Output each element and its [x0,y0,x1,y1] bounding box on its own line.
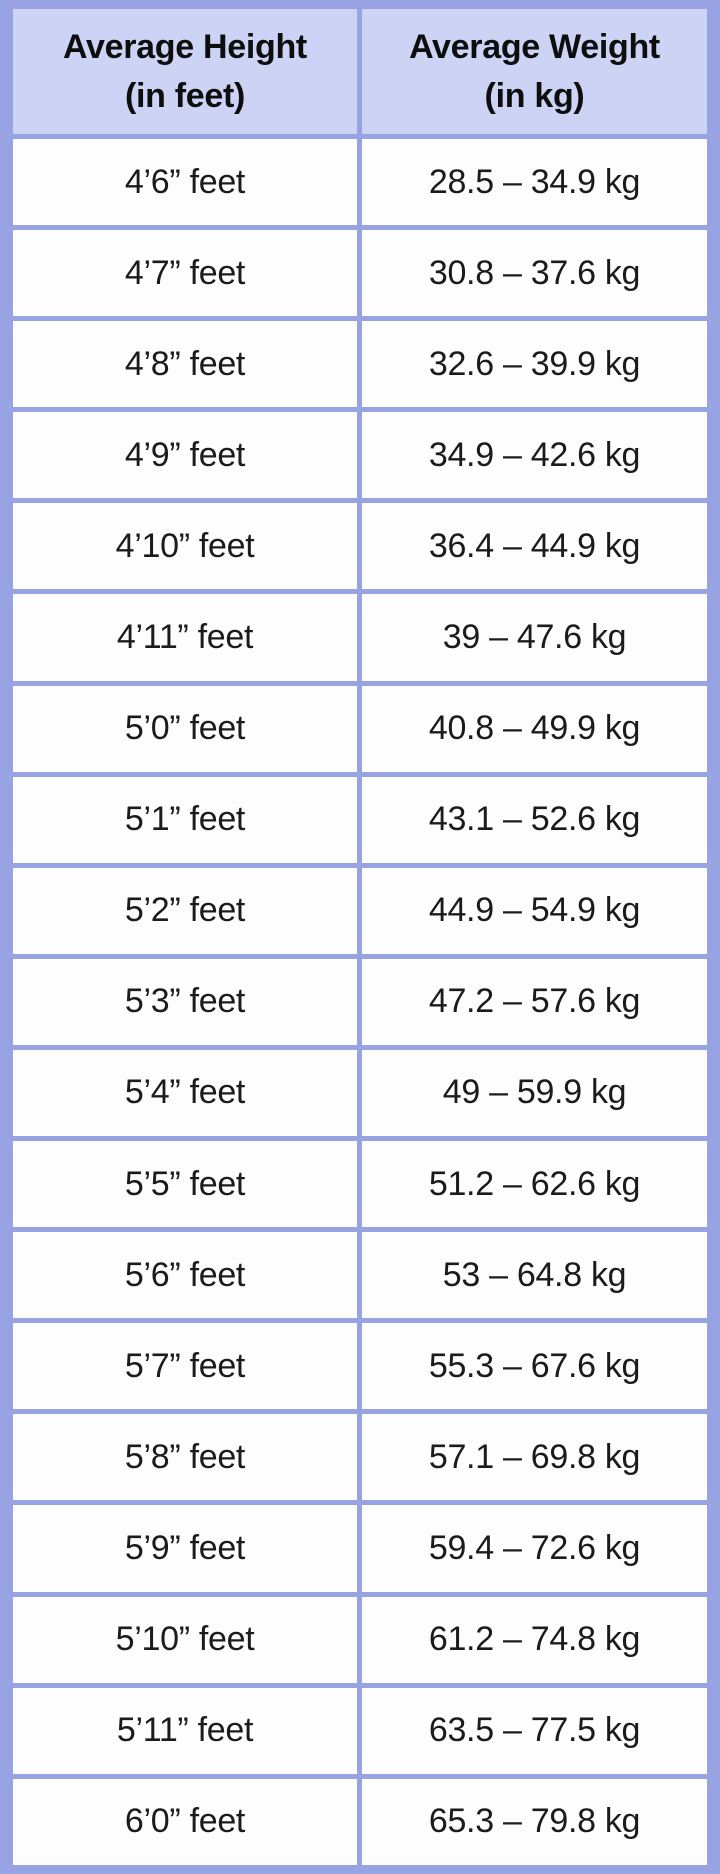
table-row: 5’6” feet 53 – 64.8 kg [8,1227,712,1324]
weight-cell: 32.6 – 39.9 kg [357,316,712,413]
header-cell-weight: Average Weight (in kg) [357,4,712,139]
height-cell: 5’2” feet [8,862,362,959]
table-row: 4’11” feet 39 – 47.6 kg [8,589,712,686]
weight-cell: 40.8 – 49.9 kg [357,680,712,777]
table-row: 5’1” feet 43.1 – 52.6 kg [8,771,712,868]
height-cell: 4’9” feet [8,407,362,504]
height-cell: 4’11” feet [8,589,362,686]
table-header: Average Height (in feet) Average Weight … [8,4,712,139]
weight-cell: 61.2 – 74.8 kg [357,1591,712,1688]
weight-cell: 53 – 64.8 kg [357,1227,712,1324]
table-row: 4’8” feet 32.6 – 39.9 kg [8,316,712,413]
weight-cell: 36.4 – 44.9 kg [357,498,712,595]
header-height-line1: Average Height [63,28,307,67]
weight-cell: 43.1 – 52.6 kg [357,771,712,868]
table-body: 4’6” feet 28.5 – 34.9 kg 4’7” feet 30.8 … [8,133,712,1871]
height-cell: 6’0” feet [8,1773,362,1871]
height-cell: 5’3” feet [8,953,362,1050]
weight-cell: 28.5 – 34.9 kg [357,133,712,231]
weight-cell: 44.9 – 54.9 kg [357,862,712,959]
table-row: 5’3” feet 47.2 – 57.6 kg [8,953,712,1050]
height-cell: 5’11” feet [8,1682,362,1779]
height-cell: 4’7” feet [8,225,362,322]
height-cell: 5’4” feet [8,1044,362,1142]
table-row: 5’10” feet 61.2 – 74.8 kg [8,1591,712,1688]
header-height-line2: (in feet) [124,76,246,115]
weight-cell: 47.2 – 57.6 kg [357,953,712,1050]
table-row: 5’8” feet 57.1 – 69.8 kg [8,1409,712,1506]
height-cell: 4’10” feet [8,498,362,595]
weight-cell: 34.9 – 42.6 kg [357,407,712,504]
header-row: Average Height (in feet) Average Weight … [8,4,712,139]
weight-cell: 49 – 59.9 kg [357,1044,712,1142]
table-row: 5’0” feet 40.8 – 49.9 kg [8,680,712,777]
height-cell: 5’1” feet [8,771,362,868]
height-cell: 5’10” feet [8,1591,362,1688]
weight-cell: 63.5 – 77.5 kg [357,1682,712,1779]
header-weight-line1: Average Weight [409,28,660,67]
table-row: 4’6” feet 28.5 – 34.9 kg [8,133,712,231]
header-weight-line2: (in kg) [484,76,585,115]
header-cell-height: Average Height (in feet) [8,4,362,139]
height-cell: 5’9” feet [8,1500,362,1597]
table-row: 4’7” feet 30.8 – 37.6 kg [8,225,712,322]
height-cell: 5’7” feet [8,1318,362,1415]
height-cell: 5’6” feet [8,1227,362,1324]
weight-cell: 59.4 – 72.6 kg [357,1500,712,1597]
weight-cell: 39 – 47.6 kg [357,589,712,686]
table-row: 4’10” feet 36.4 – 44.9 kg [8,498,712,595]
weight-cell: 51.2 – 62.6 kg [357,1136,712,1233]
height-cell: 5’0” feet [8,680,362,777]
weight-cell: 57.1 – 69.8 kg [357,1409,712,1506]
table-row: 5’4” feet 49 – 59.9 kg [8,1044,712,1142]
height-cell: 5’8” feet [8,1409,362,1506]
table-row: 5’9” feet 59.4 – 72.6 kg [8,1500,712,1597]
weight-cell: 65.3 – 79.8 kg [357,1773,712,1871]
table-row: 6’0” feet 65.3 – 79.8 kg [8,1773,712,1871]
table-row: 5’7” feet 55.3 – 67.6 kg [8,1318,712,1415]
table-row: 5’11” feet 63.5 – 77.5 kg [8,1682,712,1779]
height-cell: 4’6” feet [8,133,362,231]
table-row: 5’2” feet 44.9 – 54.9 kg [8,862,712,959]
weight-cell: 30.8 – 37.6 kg [357,225,712,322]
height-weight-table: Average Height (in feet) Average Weight … [8,4,712,1871]
height-cell: 4’8” feet [8,316,362,413]
table-row: 5’5” feet 51.2 – 62.6 kg [8,1136,712,1233]
table-row: 4’9” feet 34.9 – 42.6 kg [8,407,712,504]
height-cell: 5’5” feet [8,1136,362,1233]
weight-cell: 55.3 – 67.6 kg [357,1318,712,1415]
